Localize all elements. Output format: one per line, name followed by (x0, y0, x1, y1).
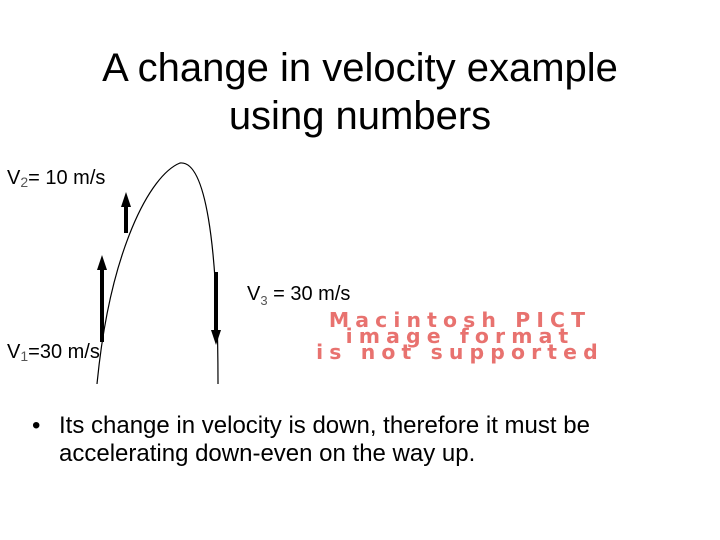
v2-label: V2= 10 m/s (7, 166, 105, 194)
velocity-arrow-v3 (211, 272, 221, 345)
v2-subscript: 2 (20, 174, 29, 190)
slide-title-line-2: using numbers (228, 94, 492, 138)
v1-letter: V (7, 341, 21, 363)
trajectory-curve (96, 162, 219, 385)
v2-letter: V (7, 167, 21, 189)
slide-title: A change in velocity example using numbe… (0, 44, 720, 140)
pict-placeholder-image: Macintosh PICT image format is not suppo… (246, 308, 674, 364)
v3-letter: V (247, 283, 261, 305)
v2-value: = 10 m/s (28, 167, 106, 189)
pict-line-2: image format (345, 324, 575, 348)
bullet-point: • Its change in velocity is down, theref… (32, 412, 672, 468)
v1-value: =30 m/s (28, 341, 100, 363)
pict-line-3: is not supported (316, 340, 604, 364)
velocity-arrow-v1 (97, 255, 107, 342)
v3-subscript: 3 (260, 293, 268, 308)
v1-label: V1=30 m/s (7, 340, 100, 368)
slide-title-line-1: A change in velocity example (102, 46, 618, 90)
v1-subscript: 1 (20, 348, 29, 364)
v3-label: V3 = 30 m/s (247, 282, 350, 313)
pict-line-1: Macintosh PICT (328, 308, 592, 332)
velocity-arrow-v2 (121, 192, 131, 233)
bullet-text: Its change in velocity is down, therefor… (59, 412, 590, 467)
bullet-symbol: • (32, 412, 41, 439)
v3-value: = 30 m/s (267, 283, 351, 305)
